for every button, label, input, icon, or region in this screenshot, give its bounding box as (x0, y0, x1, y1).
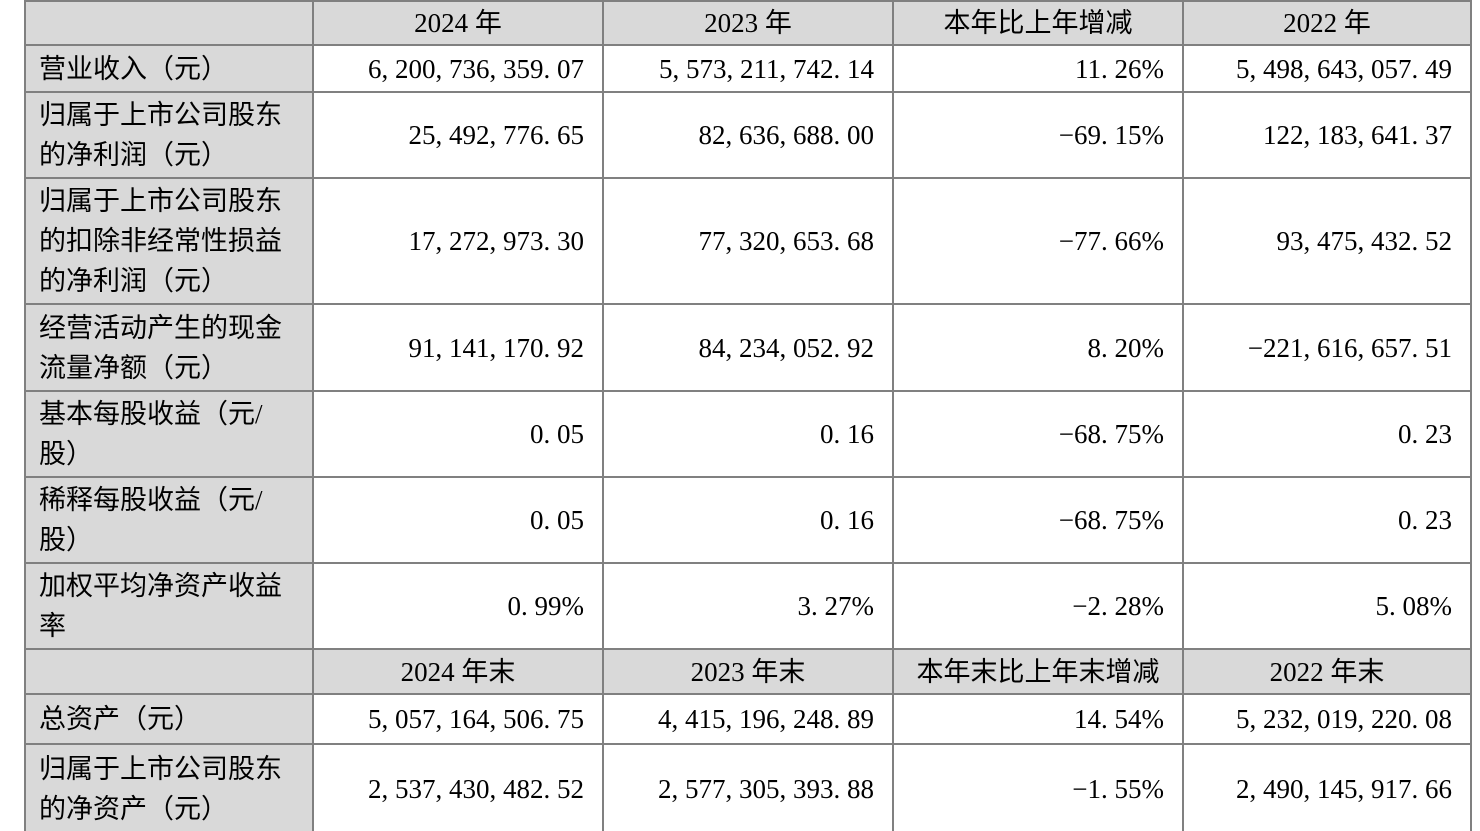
revenue-change: 11. 26% (892, 44, 1184, 93)
total-assets-2022: 5, 232, 019, 220. 08 (1182, 693, 1472, 745)
header-2023-yearend: 2023 年末 (602, 648, 894, 695)
operating-cash-flow-2022: −221, 616, 657. 51 (1182, 303, 1472, 392)
net-profit-2024: 25, 492, 776. 65 (312, 91, 604, 179)
header-2024-yearend: 2024 年末 (312, 648, 604, 695)
financial-summary-table: 2024 年 2023 年 本年比上年增减 2022 年 营业收入（元） 6, … (24, 0, 1472, 831)
header-2022-yearend: 2022 年末 (1182, 648, 1472, 695)
revenue-2023: 5, 573, 211, 742. 14 (602, 44, 894, 93)
net-assets-2023: 2, 577, 305, 393. 88 (602, 743, 894, 831)
net-profit-deducted-2022: 93, 475, 432. 52 (1182, 177, 1472, 305)
row-net-profit-deducted: 归属于上市公司股东 的扣除非经常性损益 的净利润（元） 17, 272, 973… (24, 177, 1472, 305)
row-label-weighted-roe: 加权平均净资产收益 率 (24, 562, 314, 650)
net-assets-2024: 2, 537, 430, 482. 52 (312, 743, 604, 831)
row-weighted-roe: 加权平均净资产收益 率 0. 99% 3. 27% −2. 28% 5. 08% (24, 562, 1472, 650)
row-label-total-assets: 总资产（元） (24, 693, 314, 745)
revenue-2022: 5, 498, 643, 057. 49 (1182, 44, 1472, 93)
row-total-assets: 总资产（元） 5, 057, 164, 506. 75 4, 415, 196,… (24, 693, 1472, 745)
basic-eps-2022: 0. 23 (1182, 390, 1472, 478)
row-basic-eps: 基本每股收益（元/ 股） 0. 05 0. 16 −68. 75% 0. 23 (24, 390, 1472, 478)
weighted-roe-2024: 0. 99% (312, 562, 604, 650)
weighted-roe-2023: 3. 27% (602, 562, 894, 650)
row-label-basic-eps: 基本每股收益（元/ 股） (24, 390, 314, 478)
revenue-2024: 6, 200, 736, 359. 07 (312, 44, 604, 93)
header-2024: 2024 年 (312, 0, 604, 46)
row-operating-cash-flow: 经营活动产生的现金 流量净额（元） 91, 141, 170. 92 84, 2… (24, 303, 1472, 392)
header-yearend-change: 本年末比上年末增减 (892, 648, 1184, 695)
net-assets-2022: 2, 490, 145, 917. 66 (1182, 743, 1472, 831)
header-row-annual: 2024 年 2023 年 本年比上年增减 2022 年 (24, 0, 1472, 46)
row-net-assets: 归属于上市公司股东 的净资产（元） 2, 537, 430, 482. 52 2… (24, 743, 1472, 831)
header-corner-cell (24, 0, 314, 46)
diluted-eps-2023: 0. 16 (602, 476, 894, 564)
header-yearend-corner-cell (24, 648, 314, 695)
net-profit-deducted-2024: 17, 272, 973. 30 (312, 177, 604, 305)
header-yoy-change: 本年比上年增减 (892, 0, 1184, 46)
basic-eps-2023: 0. 16 (602, 390, 894, 478)
header-2022: 2022 年 (1182, 0, 1472, 46)
diluted-eps-2022: 0. 23 (1182, 476, 1472, 564)
weighted-roe-2022: 5. 08% (1182, 562, 1472, 650)
net-profit-2022: 122, 183, 641. 37 (1182, 91, 1472, 179)
total-assets-change: 14. 54% (892, 693, 1184, 745)
net-profit-change: −69. 15% (892, 91, 1184, 179)
net-assets-change: −1. 55% (892, 743, 1184, 831)
header-2023: 2023 年 (602, 0, 894, 46)
net-profit-2023: 82, 636, 688. 00 (602, 91, 894, 179)
operating-cash-flow-2024: 91, 141, 170. 92 (312, 303, 604, 392)
row-label-operating-cash-flow: 经营活动产生的现金 流量净额（元） (24, 303, 314, 392)
row-revenue: 营业收入（元） 6, 200, 736, 359. 07 5, 573, 211… (24, 44, 1472, 93)
row-label-diluted-eps: 稀释每股收益（元/ 股） (24, 476, 314, 564)
row-label-net-profit-deducted: 归属于上市公司股东 的扣除非经常性损益 的净利润（元） (24, 177, 314, 305)
row-net-profit: 归属于上市公司股东 的净利润（元） 25, 492, 776. 65 82, 6… (24, 91, 1472, 179)
total-assets-2024: 5, 057, 164, 506. 75 (312, 693, 604, 745)
row-label-net-assets: 归属于上市公司股东 的净资产（元） (24, 743, 314, 831)
net-profit-deducted-2023: 77, 320, 653. 68 (602, 177, 894, 305)
diluted-eps-change: −68. 75% (892, 476, 1184, 564)
operating-cash-flow-change: 8. 20% (892, 303, 1184, 392)
total-assets-2023: 4, 415, 196, 248. 89 (602, 693, 894, 745)
row-label-revenue: 营业收入（元） (24, 44, 314, 93)
diluted-eps-2024: 0. 05 (312, 476, 604, 564)
basic-eps-2024: 0. 05 (312, 390, 604, 478)
header-row-yearend: 2024 年末 2023 年末 本年末比上年末增减 2022 年末 (24, 648, 1472, 695)
row-diluted-eps: 稀释每股收益（元/ 股） 0. 05 0. 16 −68. 75% 0. 23 (24, 476, 1472, 564)
operating-cash-flow-2023: 84, 234, 052. 92 (602, 303, 894, 392)
basic-eps-change: −68. 75% (892, 390, 1184, 478)
row-label-net-profit: 归属于上市公司股东 的净利润（元） (24, 91, 314, 179)
weighted-roe-change: −2. 28% (892, 562, 1184, 650)
net-profit-deducted-change: −77. 66% (892, 177, 1184, 305)
